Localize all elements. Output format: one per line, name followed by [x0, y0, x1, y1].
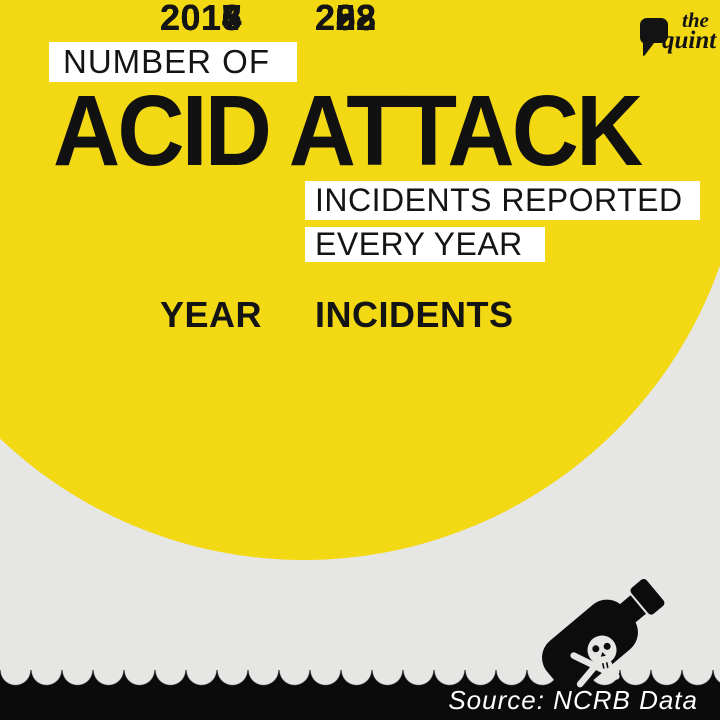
subtitle-strip-2: EVERY YEAR	[305, 226, 545, 262]
kicker-text: NUMBER OF	[63, 43, 270, 80]
table-header-row: YEAR INCIDENTS	[0, 297, 720, 333]
source-credit: Source: NCRB Data	[448, 685, 698, 715]
year-cell: 2017	[160, 0, 243, 38]
table-row: 2018 228	[0, 0, 720, 36]
incidents-cell: 283	[315, 0, 377, 38]
column-header-year: YEAR	[160, 294, 263, 335]
table-row: 2015 222	[0, 0, 720, 36]
table-row: 2016 283	[0, 0, 720, 36]
subtitle-line1: INCIDENTS REPORTED	[315, 182, 683, 218]
incidents-cell: 228	[315, 0, 377, 38]
page-title: ACID ATTACK	[53, 75, 643, 187]
table-row: 2017 252	[0, 0, 720, 36]
incidents-cell: 203	[315, 0, 377, 38]
kicker-strip: NUMBER OF	[49, 42, 297, 82]
incidents-cell: 222	[315, 0, 377, 38]
logo-wordmark: the quint	[662, 8, 717, 54]
skull-crossbones-icon	[570, 635, 620, 688]
year-cell: 2015	[160, 0, 243, 38]
column-header-incidents: INCIDENTS	[315, 294, 514, 335]
logo-word-quint: quint	[662, 27, 717, 54]
year-cell: 2016	[160, 0, 243, 38]
subtitle-line2: EVERY YEAR	[315, 226, 523, 262]
the-quint-logo[interactable]: the quint	[638, 10, 718, 62]
incidents-cell: 252	[315, 0, 377, 38]
subtitle-strip-1: INCIDENTS REPORTED	[305, 181, 700, 220]
logo-word-the: the	[682, 8, 709, 32]
poison-bottle-icon	[542, 578, 665, 690]
year-cell: 2014	[160, 0, 243, 38]
wave-edge	[0, 670, 720, 686]
year-cell: 2018	[160, 0, 243, 38]
footer-band: Source: NCRB Data	[0, 670, 720, 720]
speech-bubble-icon	[639, 18, 668, 57]
table-row: 2014 203	[0, 0, 720, 36]
